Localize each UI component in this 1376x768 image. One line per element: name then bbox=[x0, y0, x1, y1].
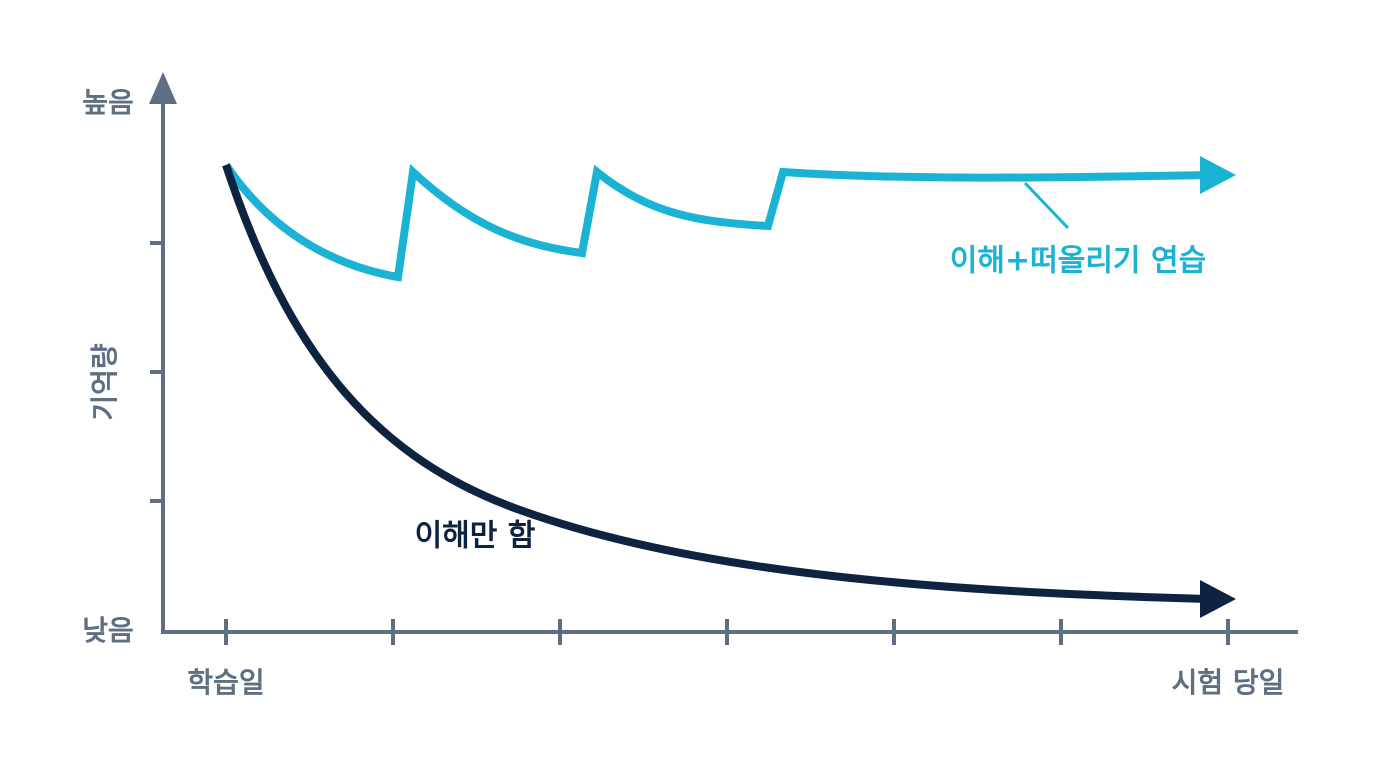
practice-label: 이해+떠올리기 연습 bbox=[950, 244, 1206, 279]
x-end-label: 시험 당일 bbox=[1172, 666, 1285, 699]
y-axis-arrow bbox=[149, 72, 177, 104]
callout-line bbox=[1023, 181, 1070, 230]
axes bbox=[150, 96, 1298, 645]
practice-curve bbox=[222, 162, 1209, 282]
understand-only-label: 이해만 함 bbox=[415, 519, 536, 554]
understand-only-arrow bbox=[1200, 580, 1236, 618]
y-axis-label: 기억량 bbox=[88, 343, 121, 421]
x-start-label: 학습일 bbox=[187, 666, 264, 699]
y-low-label: 낮음 bbox=[82, 614, 134, 647]
understand-only-curve bbox=[222, 163, 1209, 603]
y-high-label: 높음 bbox=[82, 86, 134, 119]
practice-arrow bbox=[1200, 156, 1236, 194]
